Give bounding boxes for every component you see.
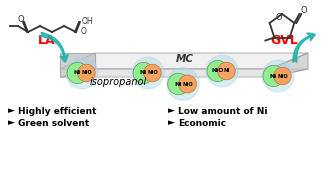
Circle shape (274, 67, 291, 85)
Text: Ni: Ni (270, 74, 277, 78)
Text: Ni: Ni (223, 68, 230, 74)
Text: NiO: NiO (147, 70, 158, 75)
Text: NiO: NiO (182, 81, 193, 87)
Text: Economic: Economic (178, 119, 226, 128)
FancyArrowPatch shape (293, 33, 315, 62)
Circle shape (133, 62, 154, 84)
Text: NiO: NiO (212, 68, 224, 74)
Text: Green solvent: Green solvent (18, 119, 89, 128)
Circle shape (207, 60, 228, 82)
Polygon shape (60, 53, 95, 77)
Circle shape (217, 62, 235, 80)
FancyArrowPatch shape (40, 32, 68, 62)
Text: O: O (276, 13, 282, 22)
Text: Highly efficient: Highly efficient (18, 106, 96, 115)
Text: ►: ► (168, 106, 175, 115)
Text: isopropanol: isopropanol (89, 77, 147, 87)
Text: OH: OH (82, 16, 94, 26)
Text: ►: ► (168, 119, 175, 128)
Circle shape (262, 60, 294, 92)
Text: NiO: NiO (81, 70, 92, 75)
Circle shape (78, 64, 95, 82)
Circle shape (132, 57, 164, 89)
Text: Ni: Ni (175, 81, 182, 87)
Text: ►: ► (8, 119, 15, 128)
Text: GVL: GVL (270, 35, 298, 47)
Text: NiO: NiO (277, 74, 288, 78)
Circle shape (179, 75, 196, 93)
Text: MC: MC (176, 54, 194, 64)
Circle shape (67, 62, 88, 84)
Polygon shape (270, 53, 308, 77)
Text: O: O (300, 6, 307, 15)
Circle shape (168, 73, 189, 95)
Text: Ni: Ni (74, 70, 81, 75)
Text: ►: ► (8, 106, 15, 115)
Circle shape (206, 55, 238, 87)
Text: O: O (18, 15, 24, 23)
Text: LA: LA (38, 35, 56, 47)
Polygon shape (60, 69, 308, 77)
Circle shape (167, 68, 199, 100)
Polygon shape (60, 53, 308, 69)
Circle shape (144, 64, 161, 82)
Text: Low amount of Ni: Low amount of Ni (178, 106, 268, 115)
Circle shape (66, 57, 98, 89)
Circle shape (263, 65, 284, 87)
Text: O: O (81, 28, 87, 36)
Text: Ni: Ni (140, 70, 147, 75)
